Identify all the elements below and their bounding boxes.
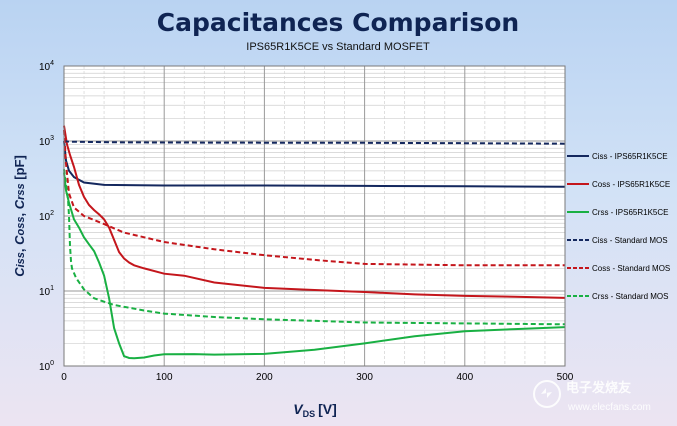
series-lines [63,125,566,360]
tick-labels: 0 100 200 300 400 500 100 101 102 103 104 [39,60,574,383]
watermark: 电子发烧友 www.elecfans.com [533,380,651,413]
x-axis-label-sub: DS [303,409,316,419]
legend-label: Ciss - IPS65R1K5CE [592,152,668,161]
x-tick-label: 200 [256,372,273,383]
x-tick-label: 0 [61,372,67,383]
x-axis-label-var: V [293,401,304,417]
legend-label: Ciss - Standard MOS [592,236,668,245]
legend-label: Crss - IPS65R1K5CE [592,208,668,217]
series-line-2 [63,125,566,299]
watermark-bolt-icon [541,388,552,398]
x-tick-label: 400 [456,372,473,383]
series-line-1 [63,140,566,188]
legend-label: Coss - Standard MOS [592,264,670,273]
chart-subtitle: IPS65R1K5CE vs Standard MOSFET [246,41,430,53]
x-tick-label: 300 [356,372,373,383]
series-line-3 [63,172,566,360]
series-line-6 [63,169,566,326]
y-axis-label: Ciss, Coss, Crss [pF] [12,155,27,277]
x-tick-label: 500 [557,372,574,383]
series-line-4 [63,140,566,145]
y-tick-label: 102 [39,210,54,223]
x-axis-label-unit: [V] [318,401,337,417]
watermark-site: www.elecfans.com [567,402,651,413]
y-tick-label: 104 [39,60,54,73]
legend-label: Crss - Standard MOS [592,292,668,301]
watermark-logo-icon [533,380,561,408]
plot-border [63,65,566,367]
y-tick-label: 101 [39,285,54,298]
chart-title: Capacitances Comparison [157,8,519,37]
x-tick-label: 100 [156,372,173,383]
watermark-brand: 电子发烧友 [566,380,631,396]
legend-label: Coss - IPS65R1K5CE [592,180,670,189]
legend: Ciss - IPS65R1K5CE Coss - IPS65R1K5CE Crss… [567,152,670,301]
x-axis-label: VDS [V] [293,401,337,419]
series-line-5 [63,129,565,267]
y-tick-label: 103 [39,135,54,148]
y-tick-label: 100 [39,360,54,373]
